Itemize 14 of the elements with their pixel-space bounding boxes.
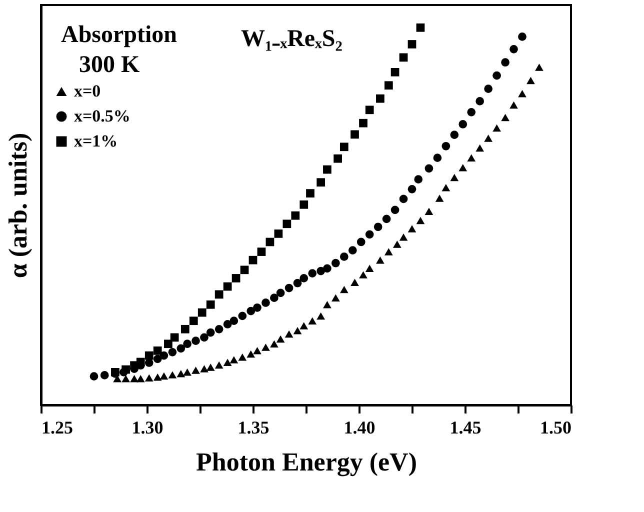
x-axis-title: Photon Energy (eV): [196, 448, 417, 476]
x-tick-label: 1.35: [238, 418, 270, 438]
legend-label: x=0: [74, 82, 101, 100]
legend-label: x=1%: [74, 132, 118, 150]
x-tick-label: 1.25: [42, 418, 73, 438]
x-tick-label: 1.50: [540, 418, 572, 438]
annotation: Absorption: [61, 22, 178, 48]
x-tick-label: 1.45: [450, 418, 482, 438]
legend-label: x=0.5%: [74, 106, 130, 126]
x-tick-label: 1.30: [132, 418, 164, 438]
annotation: W₁₋ₓReₓS₂: [241, 26, 342, 52]
y-axis-title: α (arb. units): [4, 132, 32, 278]
x-tick-label: 1.40: [344, 418, 376, 438]
annotation: 300 K: [79, 52, 140, 78]
